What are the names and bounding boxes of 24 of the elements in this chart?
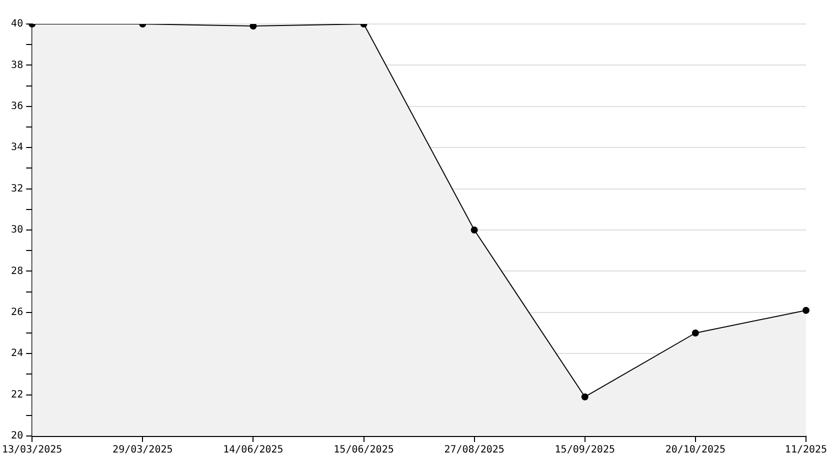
point bbox=[470, 226, 478, 234]
x-tick-label: 20/10/2025 bbox=[665, 444, 726, 456]
y-tick-label: 32 bbox=[11, 183, 24, 194]
x-tick-label: 14/06/2025 bbox=[223, 444, 284, 456]
y-tick-label: 36 bbox=[11, 100, 24, 112]
point bbox=[250, 24, 257, 30]
y-tick-label: 24 bbox=[11, 348, 24, 360]
y-tick-label: 34 bbox=[11, 142, 24, 154]
y-tick-label: 26 bbox=[11, 306, 24, 318]
point bbox=[581, 393, 588, 400]
y-tick-label: 20 bbox=[11, 430, 24, 442]
y-tick-label: 22 bbox=[11, 389, 24, 400]
y-tick-label: 30 bbox=[11, 224, 24, 236]
point bbox=[692, 330, 699, 336]
x-tick-label: 11/2025 bbox=[784, 444, 828, 456]
x-tick-label: 15/09/2025 bbox=[554, 444, 615, 456]
x-tick-label: 29/03/2025 bbox=[112, 444, 173, 456]
y-tick-label: 40 bbox=[11, 18, 24, 30]
y-tick-label: 38 bbox=[11, 60, 24, 71]
x-tick-label: 27/08/2025 bbox=[444, 444, 504, 456]
y-tick-label: 28 bbox=[11, 266, 24, 277]
point bbox=[802, 306, 810, 314]
x-tick-label: 15/06/2025 bbox=[334, 444, 394, 456]
x-tick-label: 13/03/2025 bbox=[2, 444, 62, 456]
